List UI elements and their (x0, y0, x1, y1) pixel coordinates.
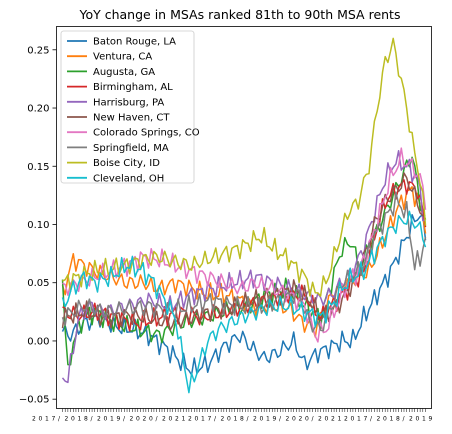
x-tick-label: 0 (227, 416, 231, 423)
x-tick-label: 0 (149, 416, 153, 423)
x-tick-label: 1 (357, 416, 361, 423)
x-tick-label: 2 (377, 416, 381, 423)
x-tick-label: 2 (65, 416, 69, 423)
legend-label: Ventura, CA (93, 52, 152, 63)
x-tick-label: 2 (175, 416, 179, 423)
x-tick-label: 1 (234, 416, 238, 423)
x-tick-label: 1 (182, 416, 186, 423)
y-tick-label: 0.05 (27, 278, 49, 289)
x-tick-label: 0 (260, 416, 264, 423)
x-tick-label: 0 (195, 416, 199, 423)
y-tick-label: 0.10 (27, 220, 49, 231)
x-tick-label: 9 (429, 416, 433, 423)
x-tick-label: 1 (45, 416, 49, 423)
x-tick-label: / (403, 416, 406, 423)
plot-lines (61, 37, 427, 394)
x-tick-label: 2 (318, 416, 322, 423)
x-tick-label: 7 (208, 416, 212, 423)
x-tick-label: 1 (201, 416, 205, 423)
x-tick-label: 2 (286, 416, 290, 423)
y-tick-label: −0.05 (19, 395, 50, 406)
y-tick-label: 0.00 (27, 336, 49, 347)
chart-title: YoY change in MSAs ranked 81th to 90th M… (79, 7, 401, 22)
x-tick-label: 1 (390, 416, 394, 423)
legend-label: Colorado Springs, CO (93, 128, 200, 139)
x-tick-label: 1 (422, 416, 426, 423)
x-tick-label: 1 (338, 416, 342, 423)
y-tick-label: 0.15 (27, 162, 49, 173)
legend-box (60, 30, 195, 184)
series-line-6 (61, 172, 426, 331)
x-tick-label: 0 (104, 416, 108, 423)
x-tick-label: 1 (78, 416, 82, 423)
series-line-10 (61, 210, 427, 394)
legend-label: Boise City, ID (93, 158, 160, 169)
x-tick-label: 1 (266, 416, 270, 423)
x-tick-label: 0 (351, 416, 355, 423)
legend-label: Cleveland, OH (93, 173, 164, 184)
legend-label: New Haven, CT (93, 113, 170, 124)
x-tick-label: 2 (162, 416, 166, 423)
series-line-1 (61, 213, 427, 376)
x-tick-label: / (156, 416, 159, 423)
x-tick-label: 0 (71, 416, 75, 423)
x-tick-label: / (214, 416, 217, 423)
series-line-8 (61, 191, 427, 333)
x-tick-label: 2 (143, 416, 147, 423)
x-tick-label: 2 (221, 416, 225, 423)
x-tick-label: 7 (52, 416, 56, 423)
x-axis: 2 0 1 7/2 0 1 8/2 0 1 9/2 0 2 0/2 0 2 1 2 0 1 7/2 0 1 8/2 0 1 9/2… (32, 408, 433, 423)
x-tick-label: / (370, 416, 373, 423)
x-tick-label: 0 (292, 416, 296, 423)
x-tick-label: / (123, 416, 126, 423)
x-tick-label: 2 (130, 416, 134, 423)
x-tick-label: 9 (117, 416, 121, 423)
x-tick-label: / (279, 416, 282, 423)
x-tick-label: 2 (331, 416, 335, 423)
y-tick-label: 0.20 (27, 104, 49, 115)
x-tick-label: / (58, 416, 61, 423)
x-tick-label: 0 (305, 416, 309, 423)
legend-label: Harrisburg, PA (93, 97, 164, 108)
legend-label: Baton Rouge, LA (93, 37, 176, 48)
x-tick-label: 9 (273, 416, 277, 423)
x-tick-label: / (91, 416, 94, 423)
x-tick-label: 0 (416, 416, 420, 423)
x-tick-label: 2 (253, 416, 257, 423)
x-tick-label: / (247, 416, 250, 423)
legend-label: Springfield, MA (93, 143, 169, 154)
legend-label: Birmingham, AL (93, 82, 173, 93)
x-tick-label: 0 (39, 416, 43, 423)
y-axis: −0.05 0.00 0.05 0.10 0.15 0.20 0.25 (19, 45, 57, 406)
x-tick-label: 2 (188, 416, 192, 423)
plot-frame (56, 26, 432, 409)
x-tick-label: 8 (84, 416, 88, 423)
x-tick-label: 8 (240, 416, 244, 423)
x-tick-label: 2 (97, 416, 101, 423)
x-tick-label: 0 (136, 416, 140, 423)
x-tick-label: 2 (409, 416, 413, 423)
x-tick-label: 0 (383, 416, 387, 423)
x-tick-label: 7 (364, 416, 368, 423)
x-tick-label: / (312, 416, 315, 423)
x-tick-label: 2 (344, 416, 348, 423)
x-tick-label: 8 (396, 416, 400, 423)
x-tick-label: 1 (110, 416, 114, 423)
x-tick-label: 2 (299, 416, 303, 423)
legend-label: Augusta, GA (93, 67, 155, 78)
y-tick-label: 0.25 (27, 45, 49, 56)
x-tick-label: 2 (32, 416, 36, 423)
legend: Baton Rouge, LA Ventura, CA Augusta, GA Bir… (60, 30, 200, 184)
x-tick-label: 0 (169, 416, 173, 423)
x-tick-label: 0 (325, 416, 329, 423)
